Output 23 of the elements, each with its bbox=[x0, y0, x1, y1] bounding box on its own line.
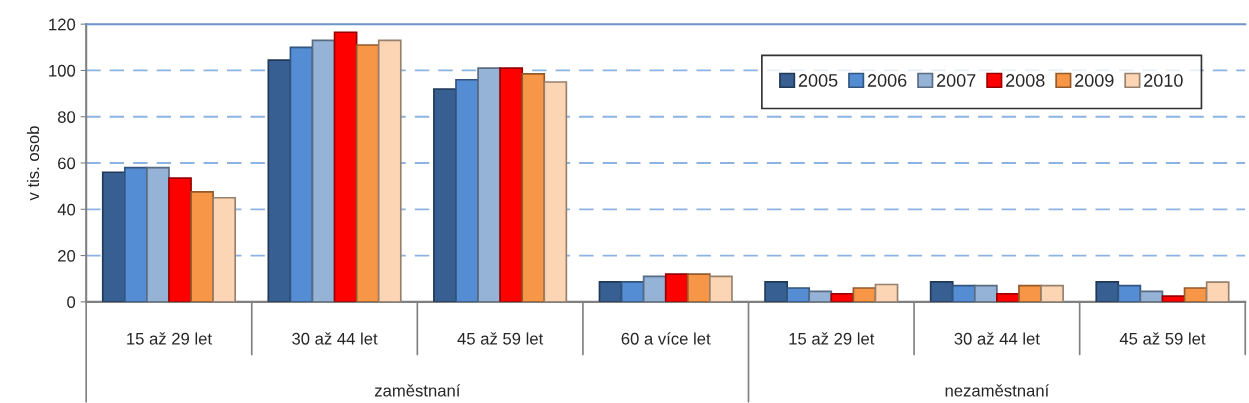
y-tick-label: 20 bbox=[58, 249, 76, 262]
y-tick-label: 100 bbox=[49, 64, 76, 77]
x-tick-label: 15 až 29 let bbox=[789, 332, 875, 345]
y-tick-label: 80 bbox=[57, 111, 76, 123]
legend-label: 2008 bbox=[1006, 74, 1045, 87]
y-tick-label: 60 bbox=[58, 157, 76, 170]
x-tick-label: 45 až 59 let bbox=[1119, 332, 1206, 345]
y-axis-title: v tis. osob bbox=[26, 126, 40, 201]
legend-label: 2009 bbox=[1075, 74, 1114, 87]
text: zaměstnaní bbox=[374, 384, 461, 397]
x-tick-label: 30 až 44 let bbox=[292, 332, 378, 345]
legend-label: 2010 bbox=[1144, 74, 1183, 87]
x-tick-label: 45 až 59 let bbox=[457, 332, 544, 345]
x-tick-label: 30 až 44 let bbox=[954, 332, 1040, 345]
x-tick-label: 15 až 29 let bbox=[127, 332, 212, 345]
y-tick-label: 0 bbox=[67, 296, 76, 309]
text: nezaměstnaní bbox=[945, 384, 1050, 397]
y-tick-label: 120 bbox=[49, 18, 76, 31]
legend-label: 2006 bbox=[867, 74, 907, 87]
legend-label: 2005 bbox=[798, 74, 838, 87]
legend-label: 2007 bbox=[936, 74, 976, 87]
y-tick-label: 40 bbox=[57, 203, 76, 216]
x-tick-label: 60 a více let bbox=[621, 332, 711, 345]
